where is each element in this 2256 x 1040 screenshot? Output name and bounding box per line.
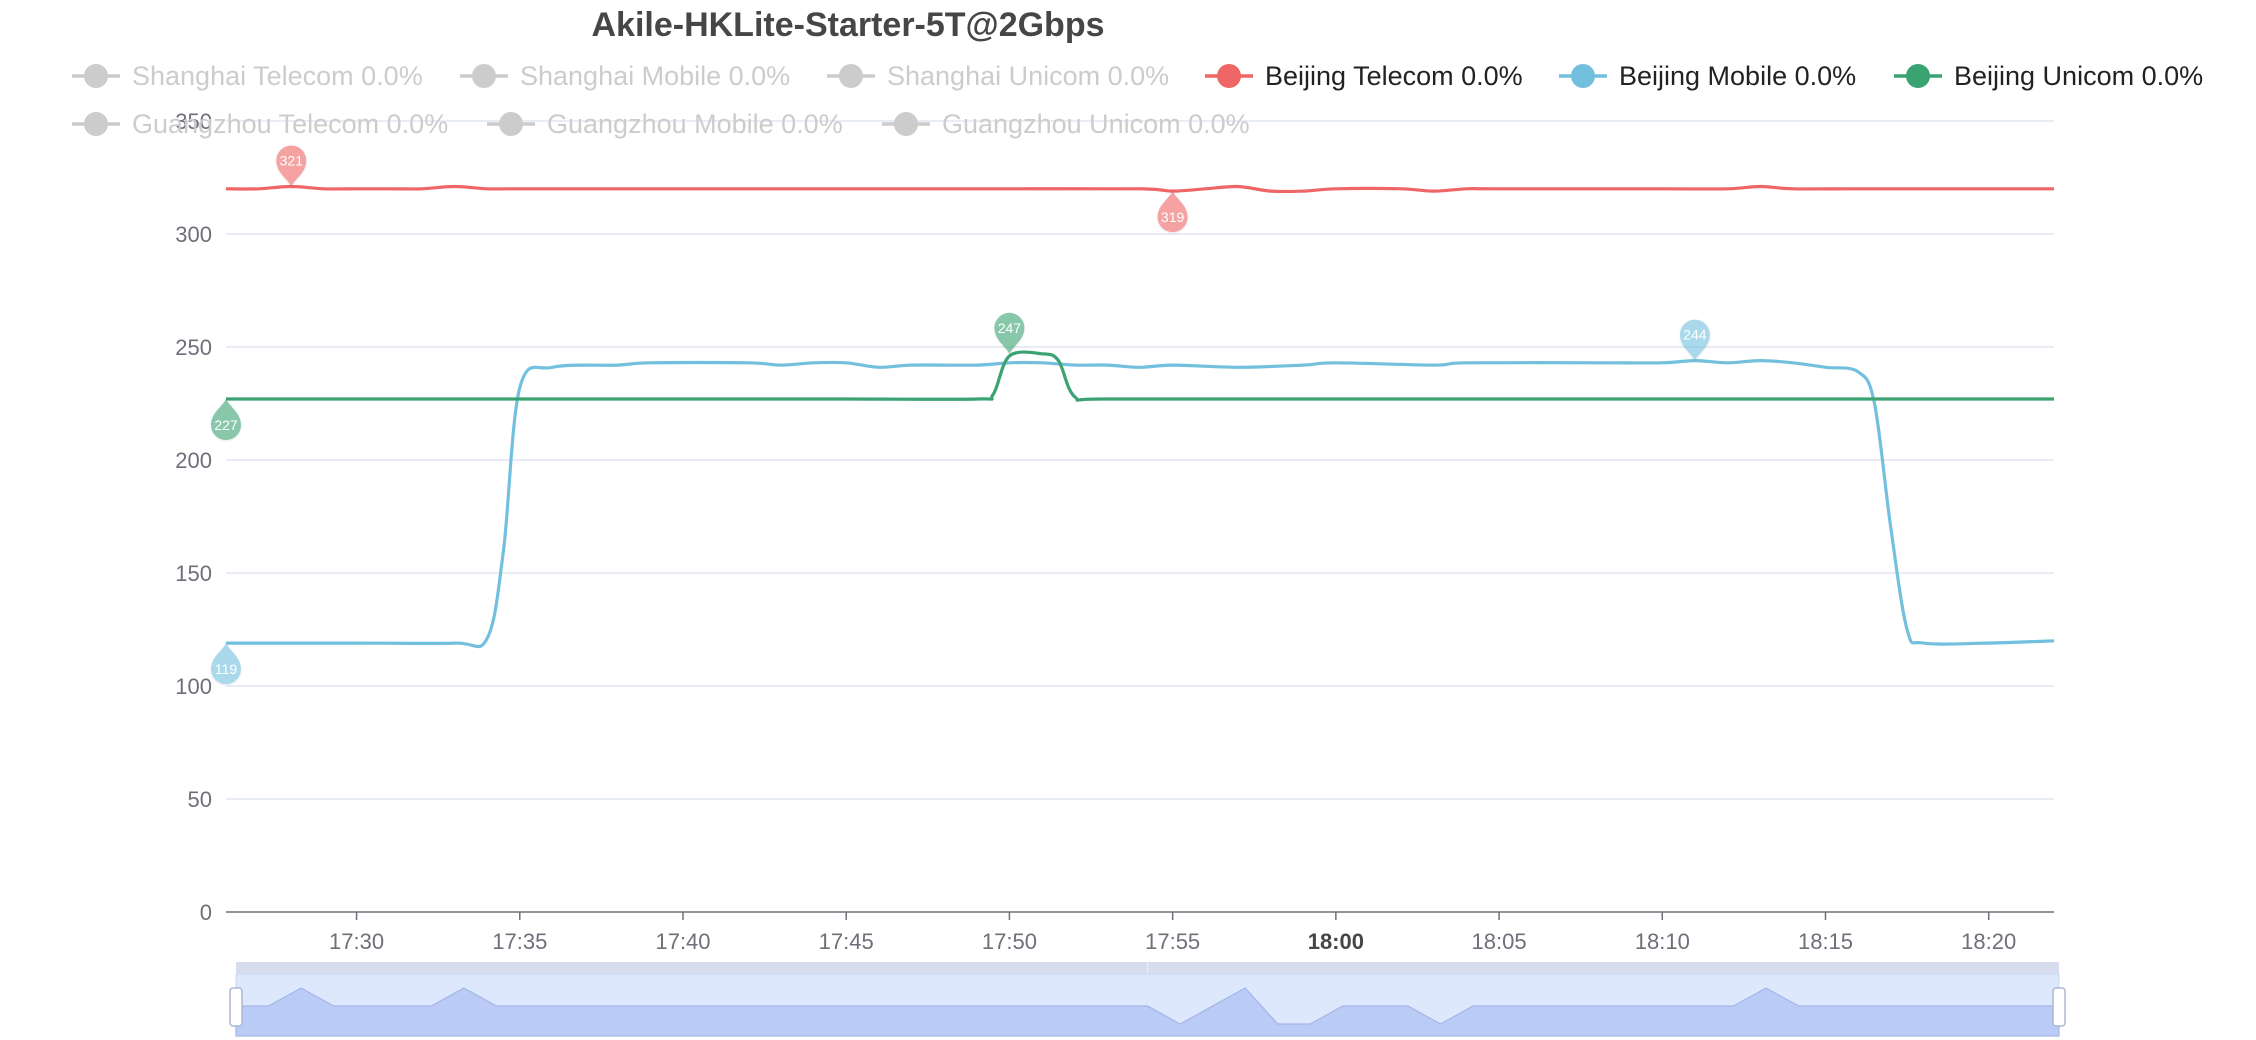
legend-label: Guangzhou Mobile 0.0% bbox=[547, 109, 843, 139]
x-tick-label: 18:00 bbox=[1308, 929, 1364, 954]
legend-dot-icon bbox=[84, 64, 108, 88]
zoom-top-bar[interactable] bbox=[236, 962, 2059, 974]
legend-dot-icon bbox=[499, 112, 523, 136]
legend-label: Beijing Telecom 0.0% bbox=[1265, 61, 1523, 91]
legend-item[interactable]: Beijing Telecom 0.0% bbox=[1205, 61, 1523, 91]
pin-label: 319 bbox=[1161, 209, 1185, 225]
legend-item[interactable]: Guangzhou Telecom 0.0% bbox=[72, 109, 448, 139]
legend-label: Shanghai Telecom 0.0% bbox=[132, 61, 423, 91]
legend: Shanghai Telecom 0.0% Shanghai Mobile 0.0… bbox=[72, 61, 2203, 139]
legend-dot-icon bbox=[1906, 64, 1930, 88]
pin-marker-min-beijing-telecom: 319 bbox=[1157, 191, 1188, 233]
pin-shape bbox=[1679, 319, 1710, 361]
x-tick-label: 18:20 bbox=[1961, 929, 2016, 954]
pin-shape bbox=[211, 643, 241, 685]
x-tick-label: 18:10 bbox=[1635, 929, 1690, 954]
pin-label: 119 bbox=[215, 661, 238, 677]
pin-marker-max-beijing-unicom: 247 bbox=[994, 312, 1025, 354]
pin-label: 247 bbox=[998, 320, 1022, 336]
y-tick-label: 300 bbox=[175, 222, 212, 247]
legend-item[interactable]: Beijing Mobile 0.0% bbox=[1559, 61, 1856, 91]
axis-layer: 0 50 100 150 200 250 300 350 17:30 17:35 17:40 17:4… bbox=[175, 109, 2054, 954]
marker-layer: 321 319 244 119 247 227 bbox=[211, 145, 1710, 685]
legend-dot-icon bbox=[1571, 64, 1595, 88]
series-line-beijing-mobile bbox=[225, 359, 2055, 649]
legend-label: Guangzhou Unicom 0.0% bbox=[942, 109, 1250, 139]
zoom-overview-area bbox=[235, 987, 2060, 1037]
legend-item[interactable]: Guangzhou Unicom 0.0% bbox=[882, 109, 1250, 139]
pin-label: 227 bbox=[214, 417, 238, 433]
x-tick-label: 17:50 bbox=[982, 929, 1037, 954]
legend-dot-icon bbox=[472, 64, 496, 88]
legend-dot-icon bbox=[894, 112, 918, 136]
legend-item[interactable]: Shanghai Mobile 0.0% bbox=[460, 61, 790, 91]
y-tick-label: 250 bbox=[175, 335, 212, 360]
pin-marker-min-beijing-unicom: 227 bbox=[211, 399, 241, 440]
data-zoom-slider[interactable]: ⁞ bbox=[229, 961, 2066, 1037]
pin-marker-max-beijing-telecom: 321 bbox=[276, 145, 307, 187]
series-line-beijing-unicom bbox=[225, 350, 2054, 402]
x-tick-label: 17:35 bbox=[492, 929, 547, 954]
chart-title: Akile-HKLite-Starter-5T@2Gbps bbox=[591, 6, 1104, 44]
legend-item[interactable]: Guangzhou Mobile 0.0% bbox=[487, 109, 843, 139]
zoom-handle-left[interactable] bbox=[229, 987, 243, 1027]
pin-shape bbox=[1157, 191, 1188, 233]
pin-label: 244 bbox=[1683, 327, 1707, 343]
legend-dot-icon bbox=[839, 64, 863, 88]
pin-shape bbox=[211, 399, 241, 440]
legend-item[interactable]: Shanghai Telecom 0.0% bbox=[72, 61, 423, 91]
legend-dot-icon bbox=[1217, 64, 1241, 88]
zoom-handle-right[interactable] bbox=[2052, 987, 2066, 1027]
x-tick-label: 18:05 bbox=[1472, 929, 1527, 954]
legend-item[interactable]: Shanghai Unicom 0.0% bbox=[827, 61, 1169, 91]
y-tick-label: 50 bbox=[188, 787, 212, 812]
y-tick-label: 100 bbox=[175, 674, 212, 699]
legend-item[interactable]: Beijing Unicom 0.0% bbox=[1894, 61, 2203, 91]
pin-label: 321 bbox=[280, 153, 304, 169]
zoom-move-handle-icon[interactable]: ⁞ bbox=[1146, 961, 1149, 975]
pin-shape bbox=[994, 312, 1025, 354]
grid-layer bbox=[226, 120, 2054, 800]
legend-dot-icon bbox=[84, 112, 108, 136]
y-tick-label: 0 bbox=[200, 900, 212, 925]
legend-label: Guangzhou Telecom 0.0% bbox=[132, 109, 448, 139]
x-tick-label: 17:55 bbox=[1145, 929, 1200, 954]
zoom-selection[interactable] bbox=[236, 974, 2059, 1036]
x-tick-label: 18:15 bbox=[1798, 929, 1853, 954]
legend-label: Shanghai Unicom 0.0% bbox=[887, 61, 1169, 91]
x-tick-label: 17:30 bbox=[329, 929, 384, 954]
x-tick-label: 17:45 bbox=[819, 929, 874, 954]
series-layer bbox=[225, 184, 2055, 649]
y-tick-label: 150 bbox=[175, 561, 212, 586]
pin-marker-min-beijing-mobile: 119 bbox=[211, 643, 241, 685]
y-tick-label: 350 bbox=[175, 109, 212, 134]
pin-shape bbox=[276, 145, 307, 187]
legend-label: Beijing Unicom 0.0% bbox=[1954, 61, 2203, 91]
legend-label: Shanghai Mobile 0.0% bbox=[520, 61, 790, 91]
legend-label: Beijing Mobile 0.0% bbox=[1619, 61, 1856, 91]
series-line-beijing-telecom bbox=[225, 184, 2054, 194]
pin-marker-max-beijing-mobile: 244 bbox=[1679, 319, 1710, 361]
x-tick-label: 17:40 bbox=[655, 929, 710, 954]
y-tick-label: 200 bbox=[175, 448, 212, 473]
